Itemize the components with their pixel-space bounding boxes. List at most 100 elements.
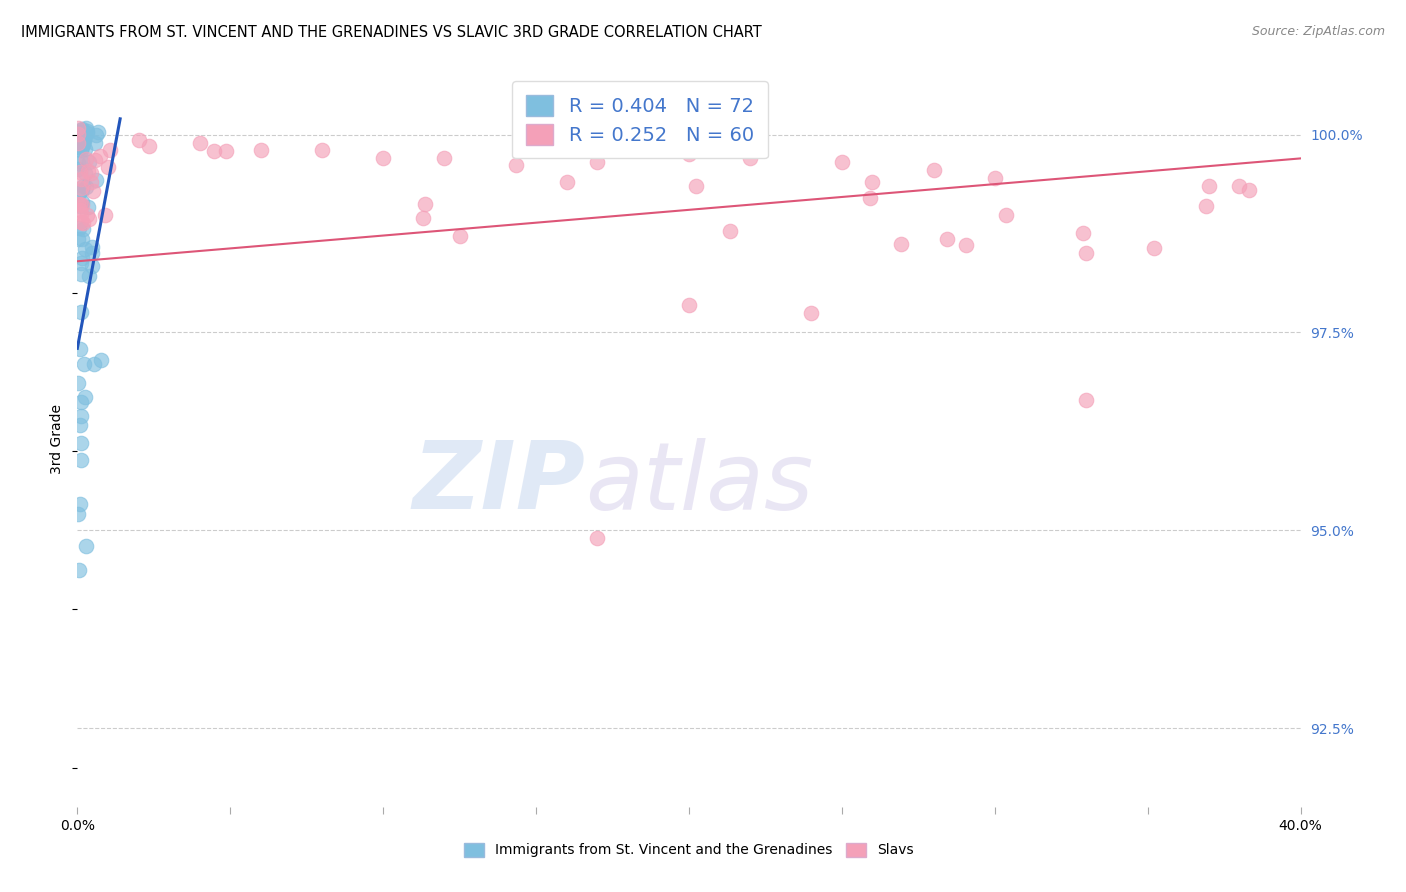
Point xyxy=(67,125,90,139)
Point xyxy=(955,238,977,252)
Point xyxy=(371,152,394,166)
Point xyxy=(984,171,1007,186)
Point xyxy=(73,132,96,146)
Point xyxy=(76,209,98,223)
Point xyxy=(188,136,211,150)
Point xyxy=(70,198,93,212)
Point xyxy=(67,220,90,235)
Point xyxy=(80,176,103,190)
Point xyxy=(82,184,104,198)
Point xyxy=(73,357,96,371)
Point xyxy=(70,215,93,229)
Point xyxy=(73,134,96,148)
Point xyxy=(69,135,91,149)
Point xyxy=(70,143,93,157)
Point xyxy=(72,221,94,235)
Point xyxy=(72,216,94,230)
Point xyxy=(69,131,91,145)
Point xyxy=(66,142,89,156)
Point xyxy=(69,418,91,433)
Point xyxy=(1195,199,1218,213)
Point xyxy=(1076,246,1098,260)
Point xyxy=(69,125,91,139)
Point xyxy=(67,232,90,246)
Point xyxy=(70,305,93,319)
Point xyxy=(97,161,120,175)
Point xyxy=(586,155,609,169)
Point xyxy=(70,172,93,186)
Point xyxy=(80,166,103,180)
Point xyxy=(718,224,741,238)
Point xyxy=(77,154,100,169)
Point xyxy=(77,200,100,214)
Point xyxy=(1071,226,1094,240)
Point xyxy=(890,237,912,252)
Point xyxy=(67,126,90,140)
Point xyxy=(1237,183,1260,197)
Point xyxy=(93,208,115,222)
Point xyxy=(66,136,89,151)
Point xyxy=(72,132,94,146)
Point xyxy=(70,183,93,197)
Text: atlas: atlas xyxy=(585,438,813,529)
Point xyxy=(215,144,238,158)
Point xyxy=(75,142,97,156)
Point xyxy=(70,252,93,266)
Point xyxy=(995,208,1018,222)
Point xyxy=(80,245,103,260)
Point xyxy=(66,140,89,154)
Point xyxy=(67,186,90,201)
Point xyxy=(67,563,90,577)
Point xyxy=(69,196,91,211)
Point xyxy=(555,175,578,189)
Point xyxy=(75,121,97,136)
Point xyxy=(862,175,884,189)
Point xyxy=(311,144,333,158)
Point xyxy=(89,149,111,163)
Point xyxy=(70,453,93,467)
Point xyxy=(86,173,108,187)
Point xyxy=(87,125,110,139)
Point xyxy=(69,268,91,282)
Point xyxy=(76,127,98,141)
Point xyxy=(67,136,90,150)
Point xyxy=(90,352,112,367)
Point xyxy=(66,156,89,170)
Point xyxy=(69,199,91,213)
Point xyxy=(75,180,97,194)
Point xyxy=(800,306,823,320)
Point xyxy=(72,179,94,194)
Point xyxy=(69,165,91,179)
Point xyxy=(250,144,273,158)
Point xyxy=(73,242,96,256)
Point xyxy=(70,195,93,210)
Point xyxy=(66,376,89,390)
Point xyxy=(935,232,957,246)
Point xyxy=(84,153,107,167)
Point xyxy=(70,256,93,270)
Point xyxy=(586,531,609,545)
Point xyxy=(67,133,90,147)
Point xyxy=(80,240,103,254)
Point xyxy=(69,122,91,136)
Point xyxy=(1076,392,1098,407)
Point xyxy=(449,228,471,243)
Point xyxy=(70,122,93,136)
Point xyxy=(98,143,121,157)
Point xyxy=(66,508,89,522)
Text: ZIP: ZIP xyxy=(412,437,585,530)
Point xyxy=(412,211,434,226)
Point xyxy=(138,138,160,153)
Point xyxy=(69,202,91,217)
Point xyxy=(66,136,89,150)
Point xyxy=(69,207,91,221)
Point xyxy=(1198,179,1220,194)
Point xyxy=(75,166,97,180)
Point xyxy=(75,152,97,166)
Point xyxy=(66,162,89,177)
Point xyxy=(69,125,91,139)
Point xyxy=(740,152,762,166)
Point xyxy=(831,155,853,169)
Point xyxy=(678,147,700,161)
Point xyxy=(83,357,105,371)
